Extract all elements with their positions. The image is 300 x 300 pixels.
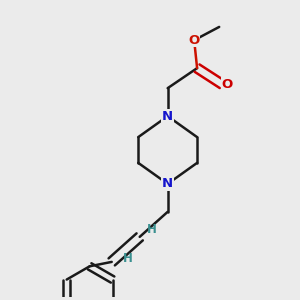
Text: H: H — [123, 252, 133, 266]
Text: O: O — [222, 78, 233, 91]
Text: O: O — [188, 34, 200, 47]
Text: N: N — [162, 177, 173, 190]
Text: H: H — [147, 223, 157, 236]
Text: N: N — [162, 110, 173, 123]
